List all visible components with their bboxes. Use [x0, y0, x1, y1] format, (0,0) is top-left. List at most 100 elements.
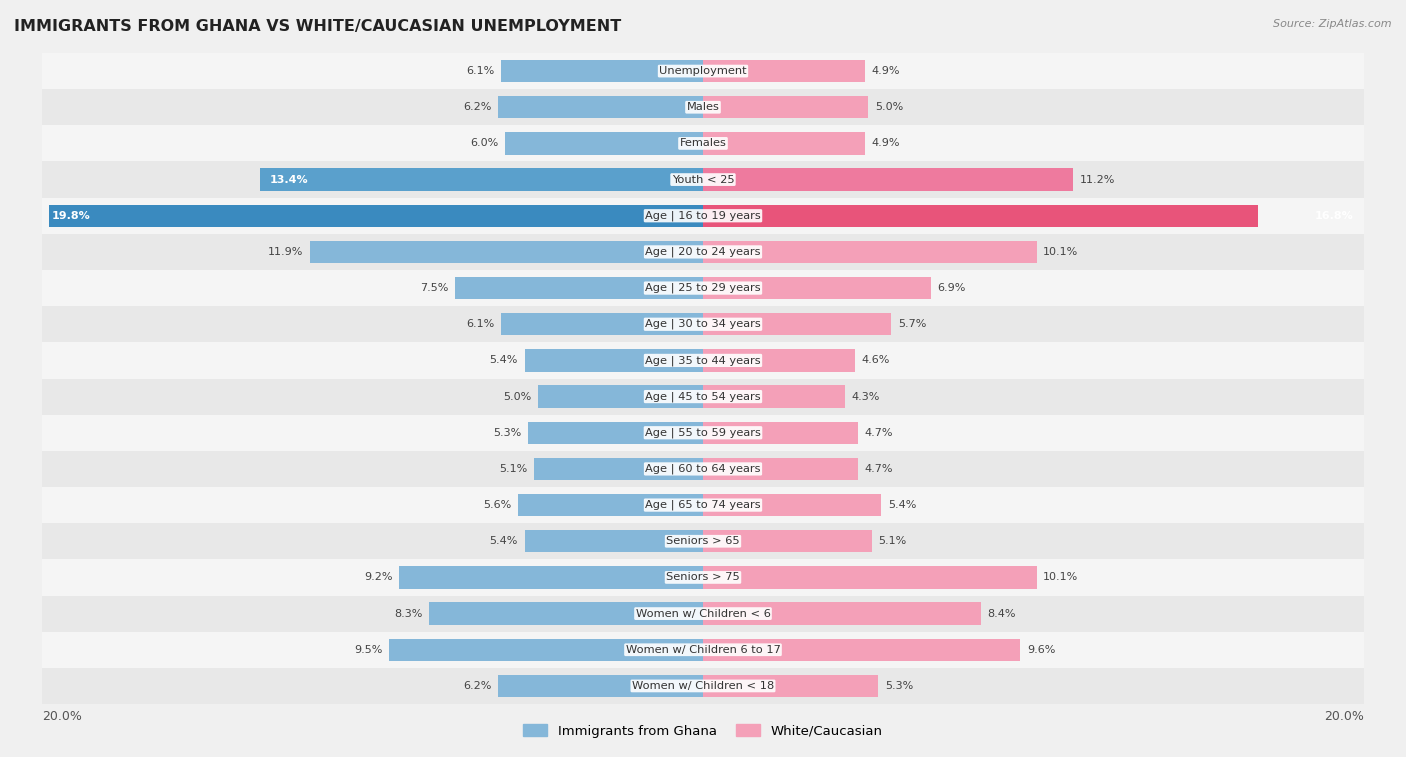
- Text: 20.0%: 20.0%: [42, 710, 82, 723]
- Bar: [498, 674, 703, 697]
- Bar: [527, 422, 703, 444]
- Bar: [703, 277, 931, 299]
- Bar: [703, 494, 882, 516]
- Text: 9.2%: 9.2%: [364, 572, 392, 582]
- Bar: [399, 566, 703, 589]
- Text: 11.2%: 11.2%: [1080, 175, 1115, 185]
- Bar: [517, 494, 703, 516]
- Text: 9.5%: 9.5%: [354, 645, 382, 655]
- Text: Age | 60 to 64 years: Age | 60 to 64 years: [645, 464, 761, 474]
- Text: 4.7%: 4.7%: [865, 464, 893, 474]
- Text: Age | 35 to 44 years: Age | 35 to 44 years: [645, 355, 761, 366]
- Bar: [703, 385, 845, 408]
- Text: Source: ZipAtlas.com: Source: ZipAtlas.com: [1274, 19, 1392, 29]
- Text: 16.8%: 16.8%: [1315, 210, 1354, 221]
- Bar: [703, 132, 865, 154]
- Bar: [42, 487, 1364, 523]
- Bar: [703, 603, 980, 625]
- Text: 6.0%: 6.0%: [470, 139, 498, 148]
- Text: 5.3%: 5.3%: [884, 681, 912, 691]
- Text: 10.1%: 10.1%: [1043, 572, 1078, 582]
- Text: 4.7%: 4.7%: [865, 428, 893, 438]
- Bar: [429, 603, 703, 625]
- Text: Age | 55 to 59 years: Age | 55 to 59 years: [645, 428, 761, 438]
- Text: Seniors > 75: Seniors > 75: [666, 572, 740, 582]
- Bar: [524, 530, 703, 553]
- Text: 5.4%: 5.4%: [489, 356, 517, 366]
- Bar: [42, 668, 1364, 704]
- Text: 13.4%: 13.4%: [270, 175, 309, 185]
- Bar: [703, 674, 879, 697]
- Text: 4.3%: 4.3%: [852, 391, 880, 401]
- Text: 9.6%: 9.6%: [1026, 645, 1054, 655]
- Bar: [42, 89, 1364, 126]
- Bar: [389, 639, 703, 661]
- Bar: [703, 639, 1021, 661]
- Text: 7.5%: 7.5%: [420, 283, 449, 293]
- Bar: [42, 631, 1364, 668]
- Bar: [42, 596, 1364, 631]
- Text: 8.4%: 8.4%: [987, 609, 1015, 618]
- Bar: [703, 168, 1073, 191]
- Text: 5.6%: 5.6%: [484, 500, 512, 510]
- Bar: [703, 96, 868, 118]
- Text: 5.4%: 5.4%: [489, 536, 517, 547]
- Bar: [42, 378, 1364, 415]
- Text: Age | 25 to 29 years: Age | 25 to 29 years: [645, 283, 761, 293]
- Bar: [498, 96, 703, 118]
- Text: Women w/ Children < 6: Women w/ Children < 6: [636, 609, 770, 618]
- Text: Youth < 25: Youth < 25: [672, 175, 734, 185]
- Text: Age | 16 to 19 years: Age | 16 to 19 years: [645, 210, 761, 221]
- Bar: [534, 458, 703, 480]
- Bar: [42, 198, 1364, 234]
- Text: 5.1%: 5.1%: [499, 464, 527, 474]
- Bar: [42, 523, 1364, 559]
- Bar: [260, 168, 703, 191]
- Text: Males: Males: [686, 102, 720, 112]
- Legend: Immigrants from Ghana, White/Caucasian: Immigrants from Ghana, White/Caucasian: [517, 719, 889, 743]
- Bar: [42, 306, 1364, 342]
- Text: 10.1%: 10.1%: [1043, 247, 1078, 257]
- Bar: [42, 126, 1364, 161]
- Text: 5.0%: 5.0%: [503, 391, 531, 401]
- Bar: [502, 313, 703, 335]
- Bar: [42, 161, 1364, 198]
- Text: 6.2%: 6.2%: [463, 102, 492, 112]
- Text: 6.9%: 6.9%: [938, 283, 966, 293]
- Bar: [42, 270, 1364, 306]
- Text: 4.9%: 4.9%: [872, 139, 900, 148]
- Text: IMMIGRANTS FROM GHANA VS WHITE/CAUCASIAN UNEMPLOYMENT: IMMIGRANTS FROM GHANA VS WHITE/CAUCASIAN…: [14, 19, 621, 34]
- Text: Unemployment: Unemployment: [659, 66, 747, 76]
- Bar: [42, 415, 1364, 451]
- Text: 4.9%: 4.9%: [872, 66, 900, 76]
- Bar: [502, 60, 703, 83]
- Text: Women w/ Children 6 to 17: Women w/ Children 6 to 17: [626, 645, 780, 655]
- Text: 6.1%: 6.1%: [467, 66, 495, 76]
- Text: 20.0%: 20.0%: [1324, 710, 1364, 723]
- Bar: [42, 53, 1364, 89]
- Bar: [505, 132, 703, 154]
- Bar: [42, 342, 1364, 378]
- Text: 19.8%: 19.8%: [52, 210, 91, 221]
- Text: 8.3%: 8.3%: [394, 609, 422, 618]
- Text: 5.4%: 5.4%: [889, 500, 917, 510]
- Bar: [49, 204, 703, 227]
- Text: Age | 45 to 54 years: Age | 45 to 54 years: [645, 391, 761, 402]
- Text: 5.7%: 5.7%: [898, 319, 927, 329]
- Bar: [309, 241, 703, 263]
- Text: 5.0%: 5.0%: [875, 102, 903, 112]
- Text: 6.2%: 6.2%: [463, 681, 492, 691]
- Text: 6.1%: 6.1%: [467, 319, 495, 329]
- Bar: [703, 530, 872, 553]
- Bar: [703, 566, 1036, 589]
- Bar: [703, 422, 858, 444]
- Text: 4.6%: 4.6%: [862, 356, 890, 366]
- Bar: [703, 313, 891, 335]
- Text: Age | 20 to 24 years: Age | 20 to 24 years: [645, 247, 761, 257]
- Bar: [703, 60, 865, 83]
- Bar: [703, 458, 858, 480]
- Text: 11.9%: 11.9%: [267, 247, 304, 257]
- Bar: [42, 451, 1364, 487]
- Bar: [703, 349, 855, 372]
- Text: 5.3%: 5.3%: [494, 428, 522, 438]
